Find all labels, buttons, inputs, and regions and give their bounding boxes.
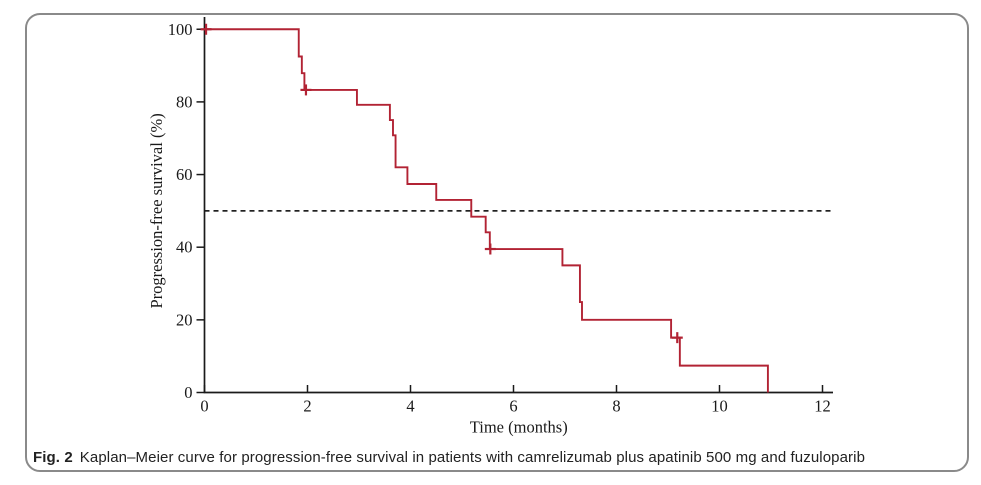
y-tick-label: 100: [168, 20, 193, 39]
y-tick-label: 0: [184, 383, 192, 402]
figure-caption-label: Fig. 2: [33, 449, 73, 466]
x-tick-label: 8: [612, 397, 620, 416]
figure-caption-text: Kaplan–Meier curve for progression-free …: [79, 449, 866, 466]
x-tick-label: 12: [814, 397, 831, 416]
figure-caption: Fig. 2 Kaplan–Meier curve for progression…: [33, 449, 953, 466]
x-tick-label: 0: [200, 397, 208, 416]
x-tick-label: 6: [509, 397, 517, 416]
y-tick-label: 80: [176, 92, 193, 111]
x-tick-label: 2: [303, 397, 311, 416]
y-axis-title: Progression-free survival (%): [147, 113, 166, 308]
y-tick-label: 20: [176, 310, 193, 329]
figure-border: [25, 13, 969, 472]
x-tick-label: 4: [406, 397, 414, 416]
x-tick-label: 10: [711, 397, 728, 416]
y-tick-label: 60: [176, 165, 193, 184]
x-axis-title: Time (months): [470, 418, 568, 437]
y-tick-label: 40: [176, 238, 193, 257]
